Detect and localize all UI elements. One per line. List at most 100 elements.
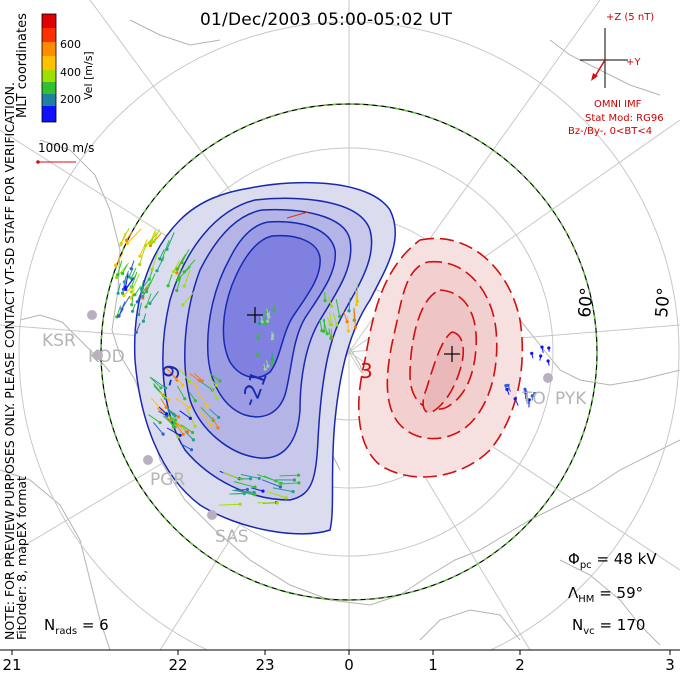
potential-extrema: [247, 307, 460, 362]
velocity-vector: [183, 269, 191, 287]
velocity-vector-origin: [120, 291, 125, 295]
colorbar-tick-600: 600: [60, 38, 81, 51]
velocity-vector-origin: [138, 254, 142, 258]
imf-source: OMNI IMF: [594, 99, 642, 110]
station-label-to: TO: [521, 389, 546, 409]
velocity-vector: [232, 489, 255, 493]
velocity-vector: [209, 373, 221, 382]
velocity-vector: [176, 277, 182, 291]
velocity-vector-origin: [245, 487, 249, 492]
velocity-vector: [126, 228, 142, 244]
velocity-vector-origin: [166, 284, 170, 288]
velocity-vector: [123, 270, 129, 283]
velocity-vector-origin: [505, 387, 509, 391]
velocity-vector: [188, 391, 196, 401]
latitude-label-50: 50°: [652, 287, 675, 319]
velocity-vector-origin: [547, 346, 551, 350]
velocity-vector-origin: [291, 490, 295, 494]
imf-dial: [580, 28, 628, 88]
velocity-vector-origin: [292, 478, 296, 482]
velocity-vector-origin: [129, 267, 133, 271]
velocity-vector-origin: [506, 383, 510, 387]
velocity-vector: [135, 322, 141, 333]
velocity-vector: [218, 503, 241, 506]
velocity-vector-origin: [113, 263, 118, 267]
velocity-vector-origin: [158, 257, 162, 261]
velocity-vector-origin: [323, 299, 327, 303]
velocity-vector-origin: [164, 412, 169, 416]
velocity-vector: [263, 475, 282, 484]
mlt-tick-label: 2: [515, 656, 525, 674]
velocity-vector: [328, 328, 332, 339]
velocity-vector: [176, 385, 186, 399]
velocity-vector: [335, 299, 341, 317]
velocity-vector-origin: [533, 391, 537, 396]
velocity-vector: [322, 318, 328, 334]
velocity-vector-origin: [117, 314, 121, 318]
velocity-vector-origin: [195, 385, 199, 389]
velocity-vector-origin: [338, 314, 342, 318]
velocity-vector-origin: [175, 271, 179, 275]
velocity-vector-origin: [172, 270, 176, 274]
velocity-vector-origin: [181, 303, 185, 307]
velocity-vector-origin: [193, 424, 197, 428]
velocity-vector-origin: [525, 398, 529, 402]
velocity-vector-origin: [131, 309, 135, 313]
imf-scale-label: +Z (5 nT): [606, 12, 655, 23]
velocity-vector-origin: [209, 423, 213, 427]
velocity-vector-origin: [355, 303, 359, 307]
negative-convection-cell: [133, 181, 397, 535]
velocity-vector: [319, 320, 323, 331]
velocity-vector: [115, 252, 124, 266]
velocity-vector-origin: [164, 405, 168, 409]
velocity-vector: [348, 297, 351, 311]
mlt-tick-label: 1: [428, 656, 438, 674]
velocity-vector-origin: [353, 325, 357, 329]
velocity-vector-origin: [122, 293, 126, 298]
velocity-vector-origin: [270, 361, 274, 365]
velocity-vector: [139, 238, 148, 257]
velocity-vector-origin: [215, 383, 219, 387]
velocity-vector: [150, 231, 157, 243]
velocity-vector: [164, 366, 178, 381]
velocity-vector-origin: [252, 490, 256, 494]
velocity-vector-origin: [191, 430, 195, 435]
velocity-vector: [134, 285, 142, 295]
velocity-vector-origin: [144, 305, 148, 309]
velocity-vector-origin: [256, 337, 260, 341]
velocity-vector-origin: [216, 426, 220, 430]
velocity-vector: [117, 282, 121, 294]
velocity-vector: [130, 267, 137, 279]
velocity-vector-origin: [197, 378, 201, 383]
velocity-vector: [149, 376, 162, 389]
velocity-vector: [160, 398, 167, 408]
velocity-vector-origin: [149, 240, 153, 245]
velocity-vector: [175, 397, 190, 408]
velocity-vector-origin: [258, 322, 262, 326]
velocity-vector: [184, 430, 194, 441]
velocity-vector: [200, 407, 214, 421]
velocity-vector-origin: [215, 396, 219, 400]
velocity-vector-origin: [175, 288, 179, 293]
velocity-vector: [136, 290, 143, 303]
map-title: 01/Dec/2003 05:00-05:02 UT: [200, 10, 453, 30]
stat-value: = 170: [599, 616, 646, 634]
velocity-vector-origin: [530, 394, 534, 398]
velocity-vector: [158, 391, 170, 401]
preview-notice: NOTE: FOR PREVIEW PURPOSES ONLY. PLEASE …: [2, 82, 17, 640]
velocity-vector-origin: [137, 312, 141, 317]
stat-lambda-hm: ΛHM = 59°: [568, 586, 643, 605]
velocity-vector: [261, 479, 281, 488]
velocity-vector: [142, 286, 149, 297]
velocity-vector: [233, 481, 256, 488]
velocity-vector: [166, 232, 175, 250]
velocity-vector-origin: [177, 415, 181, 419]
velocity-vectors: [113, 211, 551, 506]
velocity-vector-origin: [144, 243, 148, 247]
velocity-vector: [145, 233, 158, 246]
velocity-vector-origin: [284, 496, 288, 500]
velocity-vector: [235, 492, 250, 495]
velocity-vector-origin: [263, 321, 267, 325]
velocity-vector-origin: [122, 280, 126, 284]
